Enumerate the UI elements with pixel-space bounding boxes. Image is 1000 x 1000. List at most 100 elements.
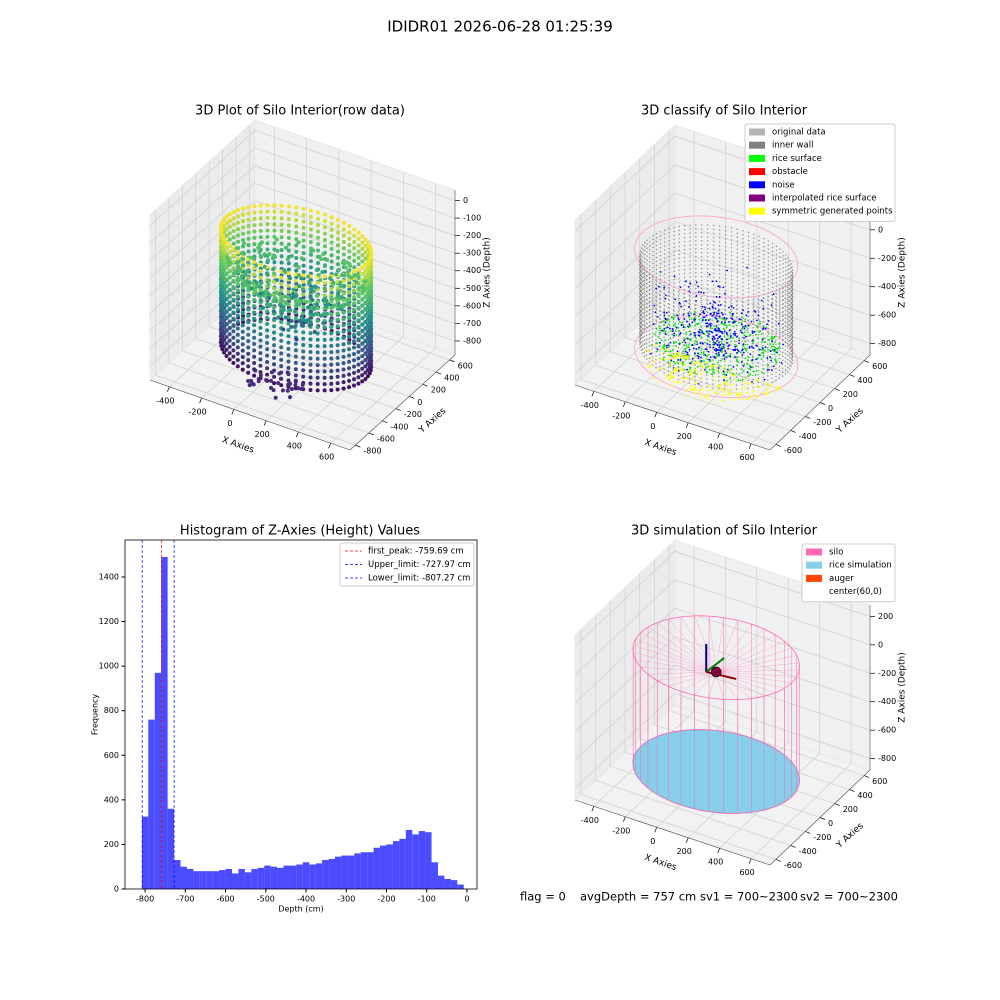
raw-point	[322, 369, 327, 374]
bar	[302, 862, 310, 889]
raw-point	[240, 342, 245, 347]
raw-point	[341, 252, 346, 257]
wall-point	[771, 286, 774, 289]
wall-point	[639, 266, 642, 269]
noise-point	[667, 344, 670, 347]
surface-point	[734, 343, 736, 346]
generated-point	[750, 382, 753, 385]
raw-point	[301, 349, 306, 354]
tick-mark	[436, 371, 442, 375]
raw-point	[368, 298, 373, 303]
wall-point	[652, 258, 654, 261]
raw-point	[341, 342, 346, 347]
x-tick-label: -400	[581, 816, 599, 825]
surface-point	[677, 366, 680, 368]
wall-point	[742, 289, 744, 292]
wall-point	[659, 274, 662, 277]
wall-point	[771, 254, 774, 257]
wall-point	[724, 289, 727, 292]
surface-point	[720, 340, 723, 343]
surface-point	[728, 311, 731, 314]
raw-point	[293, 383, 298, 388]
wall-point	[694, 304, 696, 306]
wall-point	[641, 316, 644, 319]
silo-line	[716, 671, 738, 700]
wall-point	[694, 380, 696, 382]
wall-point	[701, 311, 703, 314]
wall-point	[775, 249, 778, 251]
generated-point	[736, 394, 739, 397]
raw-point	[227, 243, 232, 248]
wall-point	[778, 365, 781, 368]
bar	[161, 556, 168, 889]
wall-point	[701, 251, 703, 254]
wall-point	[718, 332, 720, 334]
raw-point	[224, 265, 229, 270]
raw-point	[322, 331, 327, 336]
wall-point	[775, 355, 777, 358]
surface-point	[748, 334, 751, 337]
raw-point	[347, 284, 352, 289]
wall-point	[735, 368, 738, 370]
surface-point	[715, 326, 718, 329]
wall-point	[763, 253, 765, 256]
wall-point	[782, 279, 784, 281]
raw-point	[315, 318, 320, 323]
wall-point	[712, 351, 714, 353]
surface-point	[756, 336, 759, 339]
raw-point	[272, 228, 277, 233]
wall-point	[762, 380, 764, 383]
noise-point	[686, 368, 688, 371]
wall-point	[639, 254, 642, 256]
wall-point	[640, 334, 643, 337]
raw-point	[289, 319, 294, 324]
bar	[315, 863, 323, 889]
silo-line	[633, 645, 717, 673]
noise-point	[734, 356, 737, 359]
surface-point	[682, 323, 685, 326]
wall-point	[779, 324, 781, 326]
bar	[405, 829, 413, 889]
raw-point	[272, 374, 277, 379]
wall-point	[785, 262, 787, 264]
wall-point	[791, 312, 794, 315]
wall-point	[672, 345, 675, 347]
generated-point	[733, 374, 736, 377]
raw-point	[258, 235, 263, 240]
wall-point	[659, 298, 661, 300]
x-axis-label: X Axies	[220, 435, 255, 455]
generated-point	[682, 364, 685, 367]
wall-point	[701, 240, 703, 242]
wall-point	[659, 250, 662, 253]
wall-point	[724, 313, 727, 316]
noise-point	[684, 341, 687, 344]
wall-point	[678, 241, 680, 244]
wall-point	[712, 248, 715, 250]
noise-point	[738, 318, 741, 320]
generated-point	[715, 379, 718, 382]
raw-point	[352, 326, 357, 331]
wall-point	[643, 343, 646, 346]
wall-point	[706, 378, 708, 380]
raw-point	[257, 242, 262, 247]
raw-point	[352, 370, 357, 375]
wall-point	[689, 240, 691, 242]
wall-point	[655, 299, 657, 301]
wall-point	[643, 261, 646, 264]
wall-point	[718, 265, 721, 267]
raw-point	[334, 272, 339, 277]
wall-point	[724, 297, 727, 300]
wall-point	[791, 306, 793, 309]
noise-point	[678, 343, 681, 345]
wall-point	[791, 344, 794, 347]
raw-point	[231, 210, 236, 215]
raw-point	[292, 309, 297, 314]
raw-point	[335, 236, 340, 241]
raw-point	[249, 378, 254, 383]
generated-point	[661, 357, 664, 360]
wall-point	[730, 255, 733, 257]
wall-point	[640, 275, 643, 277]
raw-point	[301, 225, 306, 230]
generated-point	[690, 389, 693, 392]
wall-point	[747, 243, 750, 246]
